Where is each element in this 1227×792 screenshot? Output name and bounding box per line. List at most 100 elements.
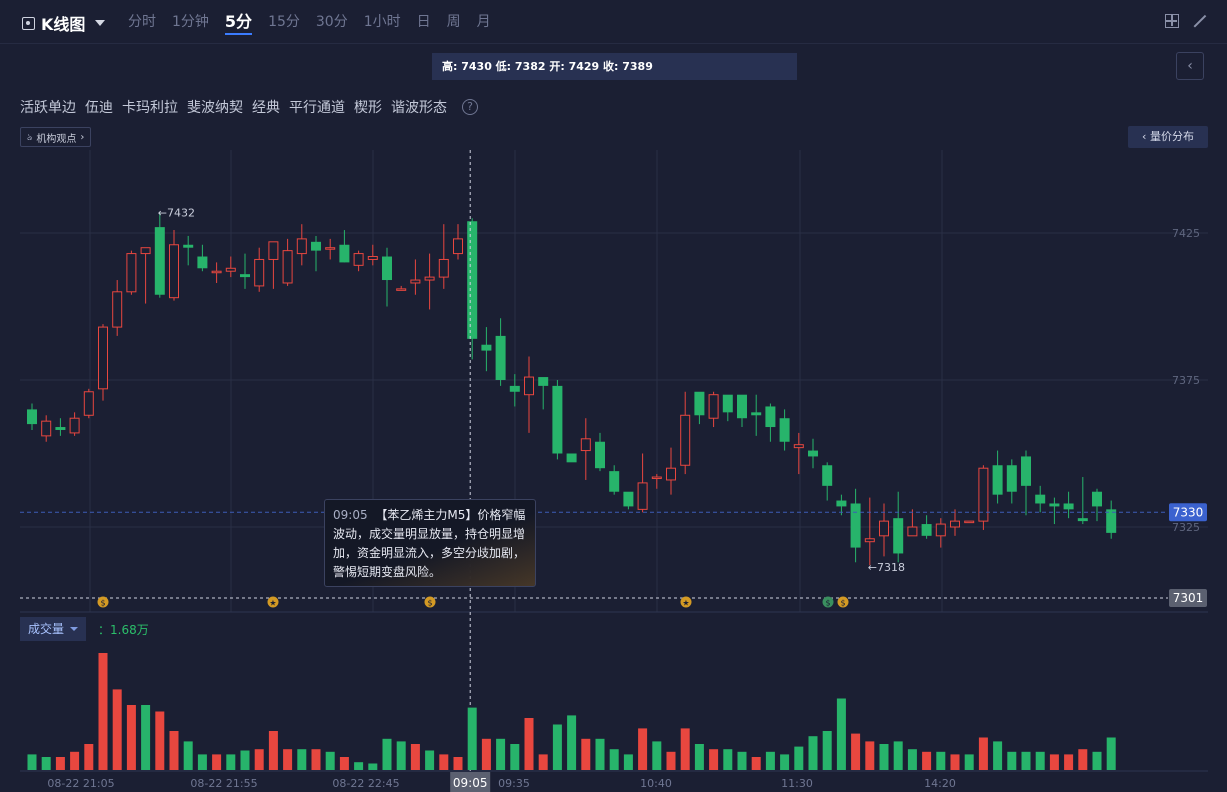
candle[interactable] [382, 247, 392, 307]
back-button[interactable]: ‹ [1176, 52, 1204, 80]
candle[interactable] [1021, 450, 1031, 516]
candle[interactable] [580, 418, 591, 480]
candle[interactable] [197, 244, 208, 272]
candle[interactable] [893, 491, 904, 563]
candle[interactable] [680, 391, 691, 475]
layout-grid-icon[interactable] [1165, 14, 1179, 28]
candle[interactable] [169, 230, 179, 301]
candle[interactable] [282, 238, 293, 286]
candle[interactable] [41, 415, 52, 442]
period-tab-1[interactable]: 1分钟 [172, 14, 209, 30]
candle[interactable] [27, 403, 37, 430]
candle[interactable] [1006, 459, 1017, 504]
candle[interactable] [311, 235, 321, 272]
candle[interactable] [1049, 497, 1060, 525]
candle[interactable] [765, 403, 776, 442]
drawing-tool-3[interactable]: 斐波纳契 [187, 100, 243, 116]
event-marker-icon[interactable]: ★ [267, 596, 279, 608]
candle[interactable] [254, 247, 265, 292]
candle[interactable] [55, 418, 66, 436]
candle[interactable] [793, 432, 804, 475]
event-marker-icon[interactable]: ★ [680, 596, 692, 608]
org-views-button[interactable]: ঌ 机构观点 › [20, 127, 92, 147]
candle[interactable] [722, 394, 733, 422]
drawing-tool-5[interactable]: 平行通道 [289, 100, 345, 116]
candle[interactable] [609, 465, 620, 495]
candle[interactable] [183, 235, 194, 266]
candle[interactable] [396, 285, 407, 291]
candle[interactable] [751, 394, 762, 436]
collapse-icon[interactable] [1193, 14, 1207, 28]
candle[interactable] [481, 327, 492, 372]
candle[interactable] [509, 374, 520, 407]
chart-type-selector[interactable]: K线图 [22, 11, 106, 35]
candle[interactable] [126, 250, 137, 295]
candle[interactable] [268, 241, 279, 289]
period-tab-0[interactable]: 分时 [128, 14, 156, 30]
candle[interactable] [992, 450, 1003, 504]
candle[interactable] [737, 394, 747, 428]
kline-chart[interactable]: 7425 7375 7325 ←7432 ←7318 7330 7301 $ ★ $ ★ $ $08-2… [0, 150, 1227, 792]
candle[interactable] [367, 244, 378, 266]
candle[interactable] [950, 509, 960, 536]
candle[interactable] [140, 247, 151, 304]
candle[interactable] [325, 238, 336, 260]
candle[interactable] [651, 474, 662, 489]
period-tab-3[interactable]: 15分 [268, 14, 300, 30]
candle[interactable] [353, 250, 364, 272]
period-tab-2[interactable]: 5分 [224, 13, 253, 35]
candle[interactable] [410, 259, 421, 295]
candle[interactable] [524, 356, 534, 433]
candle[interactable] [708, 391, 719, 428]
candle[interactable] [964, 520, 975, 524]
drawing-tool-7[interactable]: 谐波形态 [391, 100, 447, 116]
drawing-tool-6[interactable]: 楔形 [354, 100, 382, 116]
candle[interactable] [637, 453, 648, 513]
help-icon[interactable]: ? [462, 99, 478, 115]
event-marker-icon[interactable]: $ [822, 596, 834, 608]
candle[interactable] [666, 447, 676, 495]
period-tab-8[interactable]: 月 [476, 14, 491, 30]
candle[interactable] [438, 224, 449, 289]
candle[interactable] [907, 509, 918, 537]
candle[interactable] [467, 218, 478, 360]
volume-indicator-selector[interactable]: 成交量 [20, 617, 87, 641]
candle[interactable] [339, 230, 350, 263]
event-marker-icon[interactable]: $ [837, 596, 849, 608]
candle[interactable] [694, 391, 705, 425]
period-tab-6[interactable]: 日 [416, 14, 431, 30]
candle[interactable] [1063, 491, 1074, 519]
event-marker-icon[interactable]: $ [97, 596, 109, 608]
candle[interactable] [69, 412, 80, 436]
candle[interactable] [935, 518, 946, 548]
drawing-tool-0[interactable]: 活跃单边 [20, 100, 76, 116]
period-tab-4[interactable]: 30分 [315, 14, 348, 30]
candle[interactable] [453, 224, 463, 260]
period-tab-7[interactable]: 周 [446, 14, 461, 30]
candle[interactable] [864, 497, 875, 566]
candle[interactable] [566, 453, 577, 498]
candle[interactable] [296, 224, 307, 266]
candle[interactable] [921, 515, 932, 539]
candle[interactable] [623, 491, 634, 510]
drawing-tool-2[interactable]: 卡玛利拉 [122, 100, 178, 116]
candle[interactable] [552, 380, 563, 460]
candle[interactable] [595, 432, 605, 472]
candle[interactable] [240, 253, 250, 289]
event-marker-icon[interactable]: $ [424, 596, 436, 608]
candle[interactable] [154, 212, 165, 298]
candle[interactable] [1035, 485, 1046, 513]
candle[interactable] [1077, 477, 1088, 525]
volume-price-distribution-button[interactable]: ‹ 量价分布 [1128, 126, 1208, 148]
candle[interactable] [495, 318, 506, 386]
candle[interactable] [879, 503, 889, 557]
candle[interactable] [808, 438, 818, 469]
candle[interactable] [83, 388, 94, 419]
candle[interactable] [1106, 500, 1117, 539]
candle[interactable] [822, 462, 833, 501]
period-tab-5[interactable]: 1小时 [363, 14, 401, 30]
drawing-tool-4[interactable]: 经典 [252, 100, 280, 116]
candle[interactable] [225, 256, 236, 278]
candle[interactable] [978, 465, 989, 530]
candle[interactable] [211, 262, 222, 283]
